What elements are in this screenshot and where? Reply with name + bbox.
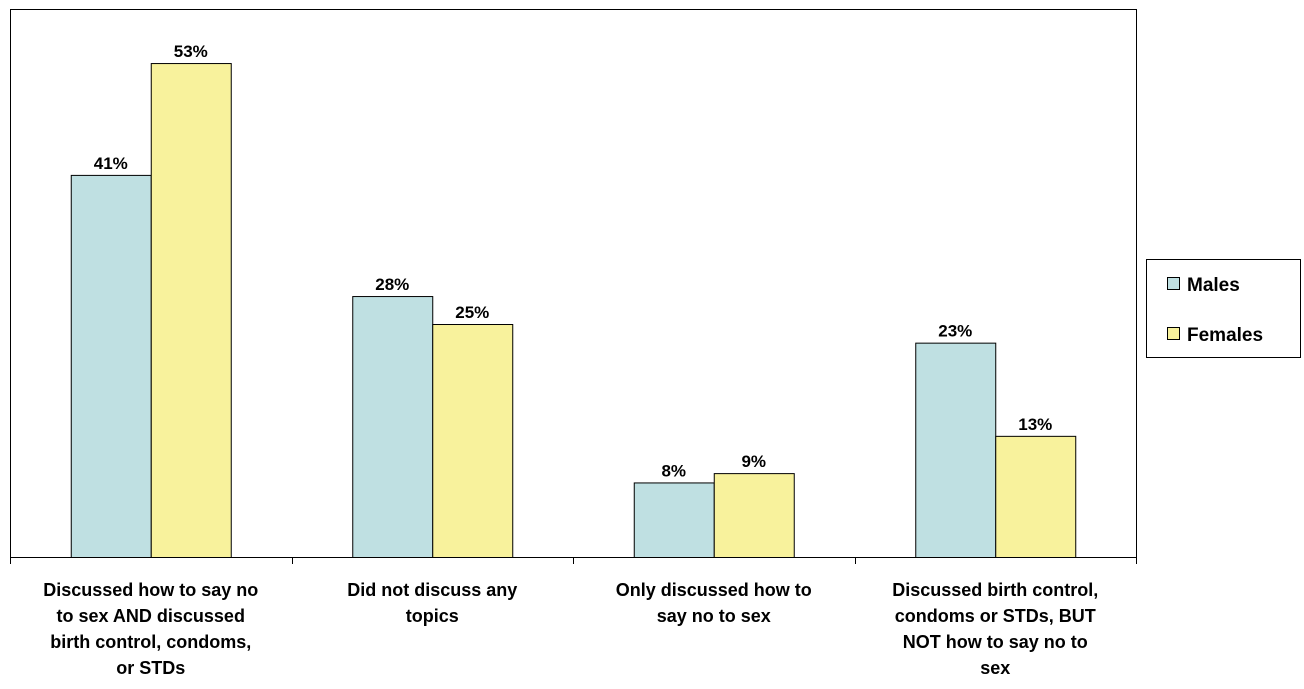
bar-females-3 (713, 473, 795, 558)
data-label-males-2: 28% (375, 275, 409, 294)
legend-box (1146, 259, 1301, 358)
data-label-males-3: 8% (661, 461, 686, 480)
data-label-females-4: 13% (1018, 415, 1052, 434)
x-tick-label-2: Did not discuss any topics (347, 580, 517, 626)
data-label-females-3: 9% (741, 452, 766, 471)
bar-males-2 (352, 296, 434, 558)
x-tick-label-3: Only discussed how to say no to sex (616, 580, 812, 626)
bar-males-3 (633, 482, 715, 558)
legend-swatch-males (1167, 277, 1180, 290)
bar-males-1 (70, 174, 152, 559)
data-label-males-1: 41% (94, 154, 128, 173)
bar-females-1 (150, 63, 232, 559)
legend-label-males: Males (1187, 275, 1240, 296)
data-label-females-1: 53% (174, 42, 208, 61)
data-label-females-2: 25% (455, 303, 489, 322)
bar-females-2 (432, 324, 514, 558)
legend-label-females: Females (1187, 325, 1263, 346)
bar-females-4 (995, 435, 1077, 558)
legend: Males Females (1146, 259, 1301, 358)
bar-males-4 (915, 342, 997, 559)
data-label-males-4: 23% (938, 322, 972, 341)
x-tick-label-4: Discussed birth control, condoms or STDs,… (892, 580, 1098, 678)
legend-swatch-females (1167, 327, 1180, 340)
x-tick-label-1: Discussed how to say no to sex AND discus… (43, 580, 258, 678)
